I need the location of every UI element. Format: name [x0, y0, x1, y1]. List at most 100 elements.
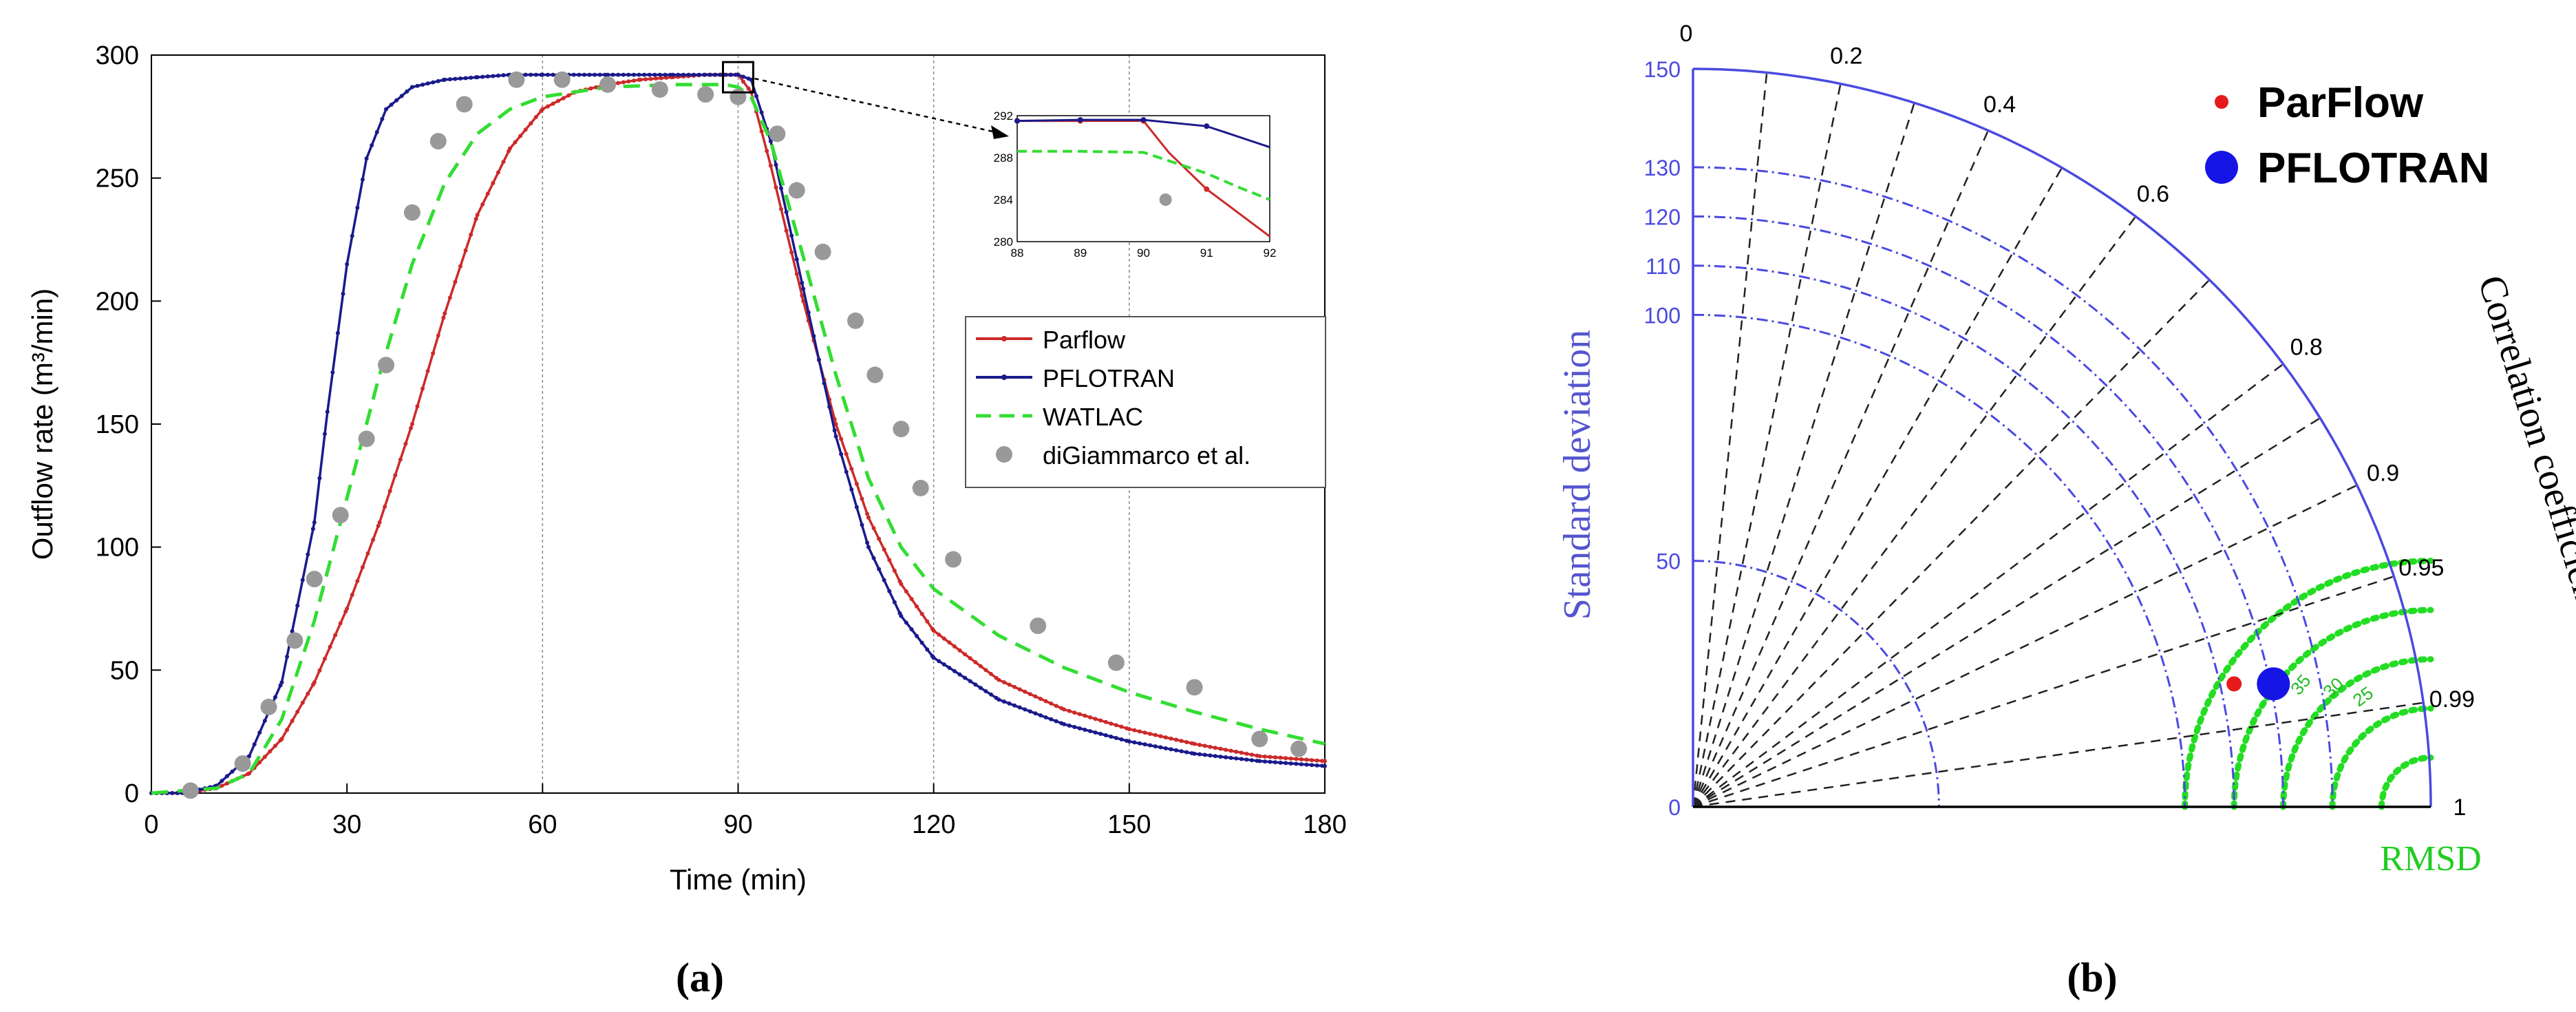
- marker-pflotran-24: [262, 718, 267, 723]
- marker-parflow-87: [556, 98, 561, 103]
- rmsd-arc-40: [2231, 607, 2434, 810]
- marker-parflow-139: [800, 293, 805, 298]
- marker-parflow-81: [529, 121, 533, 126]
- marker-pflotran-171: [963, 675, 968, 680]
- marker-parflow-230: [1244, 751, 1249, 756]
- marker-parflow-35: [312, 680, 317, 685]
- marker-pflotran-54: [405, 89, 409, 94]
- corr-tick-0.9: 0.9: [2367, 460, 2399, 486]
- marker-parflow-67: [463, 248, 468, 253]
- marker-parflow-217: [1179, 739, 1184, 744]
- marker-parflow-89: [566, 93, 571, 98]
- marker-pflotran-230: [1257, 759, 1262, 763]
- legend-label-pflotran-b: PFLOTRAN: [2257, 145, 2490, 192]
- marker-parflow-220: [1192, 741, 1197, 746]
- marker-parflow-68: [469, 232, 473, 237]
- marker-pflotran-119: [717, 72, 722, 77]
- marker-parflow-203: [1109, 721, 1114, 726]
- inset-marker-pflotran-90: [1140, 117, 1147, 123]
- marker-pflotran-162: [919, 640, 924, 645]
- inset-frame: [1016, 115, 1270, 242]
- marker-pflotran-63: [443, 77, 447, 82]
- marker-pflotran-41: [341, 291, 345, 296]
- marker-pflotran-218: [1197, 752, 1202, 757]
- marker-pflotran-192: [1067, 723, 1072, 728]
- marker-parflow-54: [403, 441, 408, 446]
- marker-pflotran-191: [1062, 721, 1067, 726]
- marker-pflotran-166: [937, 659, 941, 664]
- marker-pflotran-170: [957, 672, 962, 677]
- marker-pflotran-195: [1083, 727, 1087, 732]
- marker-parflow-30: [290, 719, 295, 724]
- marker-pflotran-186: [1039, 713, 1043, 718]
- outer-arc: [1692, 67, 2432, 808]
- marker-parflow-170: [941, 636, 946, 641]
- correlation-rays: [1692, 72, 2424, 808]
- marker-parflow-234: [1262, 754, 1267, 759]
- marker-parflow-161: [899, 582, 904, 587]
- point-digiammarco-et-al-5: [332, 507, 349, 524]
- marker-pflotran-159: [904, 620, 908, 625]
- marker-parflow-204: [1114, 723, 1118, 728]
- point-digiammarco-et-al-10: [456, 96, 473, 113]
- rmsd-label-35: 35: [2286, 671, 2315, 699]
- marker-pflotran-115: [696, 72, 701, 77]
- marker-parflow-49: [377, 520, 382, 525]
- marker-pflotran-126: [749, 77, 754, 82]
- marker-pflotran-56: [409, 85, 414, 89]
- marker-pflotran-74: [496, 73, 500, 78]
- marker-parflow-164: [915, 604, 919, 609]
- marker-parflow-88: [561, 96, 566, 101]
- legend-marker-parflow: [1001, 336, 1007, 341]
- marker-parflow-236: [1273, 755, 1278, 760]
- legend-marker-pflotran: [1001, 375, 1007, 380]
- marker-pflotran-173: [973, 682, 978, 687]
- marker-parflow-174: [963, 652, 968, 657]
- marker-pflotran-202: [1119, 737, 1124, 741]
- marker-pflotran-148: [854, 505, 859, 509]
- marker-parflow-191: [1049, 701, 1054, 706]
- marker-pflotran-121: [728, 72, 733, 77]
- marker-parflow-183: [1007, 682, 1012, 687]
- corr-tick-1: 1: [2453, 794, 2467, 821]
- marker-pflotran-147: [849, 487, 854, 492]
- marker-pflotran-193: [1072, 724, 1077, 729]
- marker-parflow-80: [523, 127, 528, 132]
- marker-parflow-226: [1224, 748, 1228, 752]
- marker-pflotran-17: [230, 769, 235, 774]
- point-digiammarco-et-al-8: [403, 204, 421, 221]
- marker-parflow-109: [659, 76, 663, 81]
- corr-ray-0.3: [1692, 103, 1915, 808]
- marker-parflow-64: [447, 295, 452, 300]
- rmsd-arcs: 35 30 25: [2182, 558, 2434, 810]
- marker-pflotran-143: [832, 428, 837, 433]
- legend-label-pflotran: PFLOTRAN: [1043, 364, 1175, 392]
- marker-parflow-146: [832, 417, 837, 421]
- marker-pflotran-132: [779, 186, 784, 191]
- corr-ray-0.85: [1692, 417, 2321, 808]
- marker-parflow-153: [865, 512, 870, 516]
- marker-pflotran-154: [882, 578, 886, 582]
- marker-parflow-149: [844, 452, 849, 456]
- y-tick-label-150: 150: [96, 410, 139, 439]
- marker-parflow-59: [425, 368, 430, 373]
- marker-pflotran-179: [1001, 699, 1006, 704]
- std-tick-130: 130: [1644, 156, 1681, 180]
- marker-parflow-156: [877, 536, 882, 541]
- marker-pflotran-37: [322, 432, 327, 436]
- marker-pflotran-53: [399, 94, 404, 98]
- marker-parflow-154: [866, 515, 871, 520]
- marker-parflow-85: [545, 104, 550, 109]
- marker-parflow-222: [1202, 744, 1207, 748]
- axis-ticks: 0 30 60 90 120 150 180 0 50 100 150 200 250 300: [96, 41, 1347, 839]
- marker-pflotran-150: [865, 540, 870, 545]
- legend-label-digiammarco: diGiammarco et al.: [1043, 441, 1250, 470]
- x-tick-label-60: 60: [528, 810, 557, 839]
- marker-parflow-212: [1153, 732, 1158, 737]
- taylor-points: [2226, 667, 2290, 701]
- marker-parflow-215: [1169, 736, 1173, 741]
- marker-pflotran-49: [380, 116, 385, 121]
- legend: Parflow PFLOTRAN WATLAC diGiammarco et a…: [965, 316, 1326, 488]
- marker-pflotran-30: [290, 629, 295, 633]
- marker-pflotran-127: [754, 94, 759, 98]
